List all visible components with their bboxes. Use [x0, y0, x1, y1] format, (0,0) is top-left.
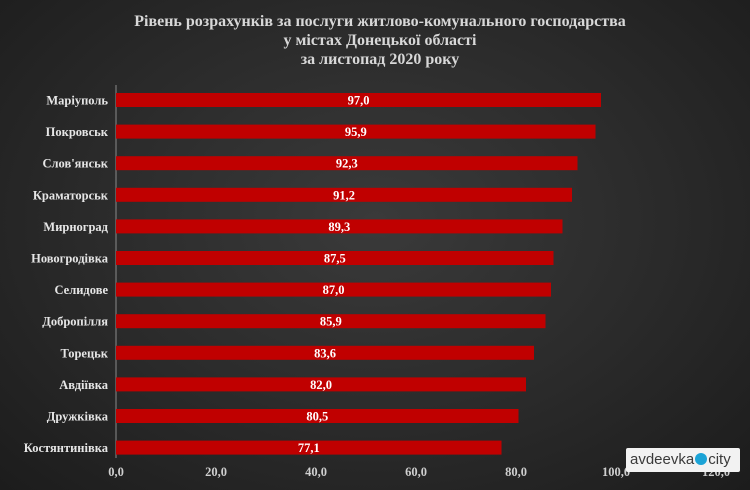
data-label: 85,9: [320, 315, 342, 329]
category-label: Слов'янськ: [42, 157, 108, 171]
data-label: 87,0: [323, 283, 345, 297]
x-tick-label: 0,0: [108, 465, 124, 479]
bar: [116, 409, 519, 423]
chart-title: Рівень розрахунків за послуги житлово-ко…: [60, 12, 700, 69]
chart-title-line-1: Рівень розрахунків за послуги житлово-ко…: [134, 13, 626, 30]
category-label: Костянтинівка: [24, 441, 109, 455]
bar: [116, 282, 551, 297]
category-label: Маріуполь: [46, 94, 108, 108]
watermark-logo: avdeevka city: [626, 448, 740, 472]
bar: [116, 314, 546, 329]
data-label: 83,6: [314, 346, 336, 360]
data-label: 92,3: [336, 157, 358, 171]
data-label: 77,1: [298, 441, 320, 455]
category-label: Краматорськ: [33, 188, 109, 202]
chart-title-line-3: за листопад 2020 року: [300, 51, 460, 68]
category-label: Добропілля: [42, 315, 108, 329]
bar: [116, 251, 554, 265]
bar: [116, 187, 572, 202]
watermark-text-right: city: [708, 451, 731, 468]
data-label: 87,5: [324, 252, 346, 266]
category-label: Торецьк: [60, 346, 108, 360]
data-label: 80,5: [306, 410, 328, 424]
category-label: Дружківка: [47, 410, 109, 424]
bar: [116, 219, 563, 234]
x-tick-label: 20,0: [205, 465, 227, 479]
category-label: Авдіївка: [59, 378, 108, 392]
category-label: Мирноград: [43, 220, 108, 234]
data-label: 91,2: [333, 188, 355, 202]
data-label: 97,0: [348, 94, 370, 108]
category-label: Селидове: [54, 283, 108, 297]
chart-title-line-2: у містах Донецької області: [283, 32, 477, 49]
category-label: Новогродівка: [31, 252, 109, 266]
x-tick-label: 40,0: [305, 465, 327, 479]
bar: [116, 93, 601, 107]
watermark-dot-icon: [695, 453, 708, 465]
x-tick-label: 80,0: [505, 465, 527, 479]
data-label: 89,3: [328, 220, 350, 234]
bar: [116, 345, 534, 360]
bar: [116, 156, 578, 171]
x-tick-label: 60,0: [405, 465, 427, 479]
bar: [116, 124, 596, 139]
bar: [116, 377, 526, 392]
data-label: 82,0: [310, 378, 332, 392]
x-tick-label: 100,0: [602, 465, 630, 479]
data-label: 95,9: [345, 125, 367, 139]
bar: [116, 440, 502, 455]
category-label: Покровськ: [46, 125, 109, 139]
watermark-text-left: avdeevka: [630, 451, 695, 468]
